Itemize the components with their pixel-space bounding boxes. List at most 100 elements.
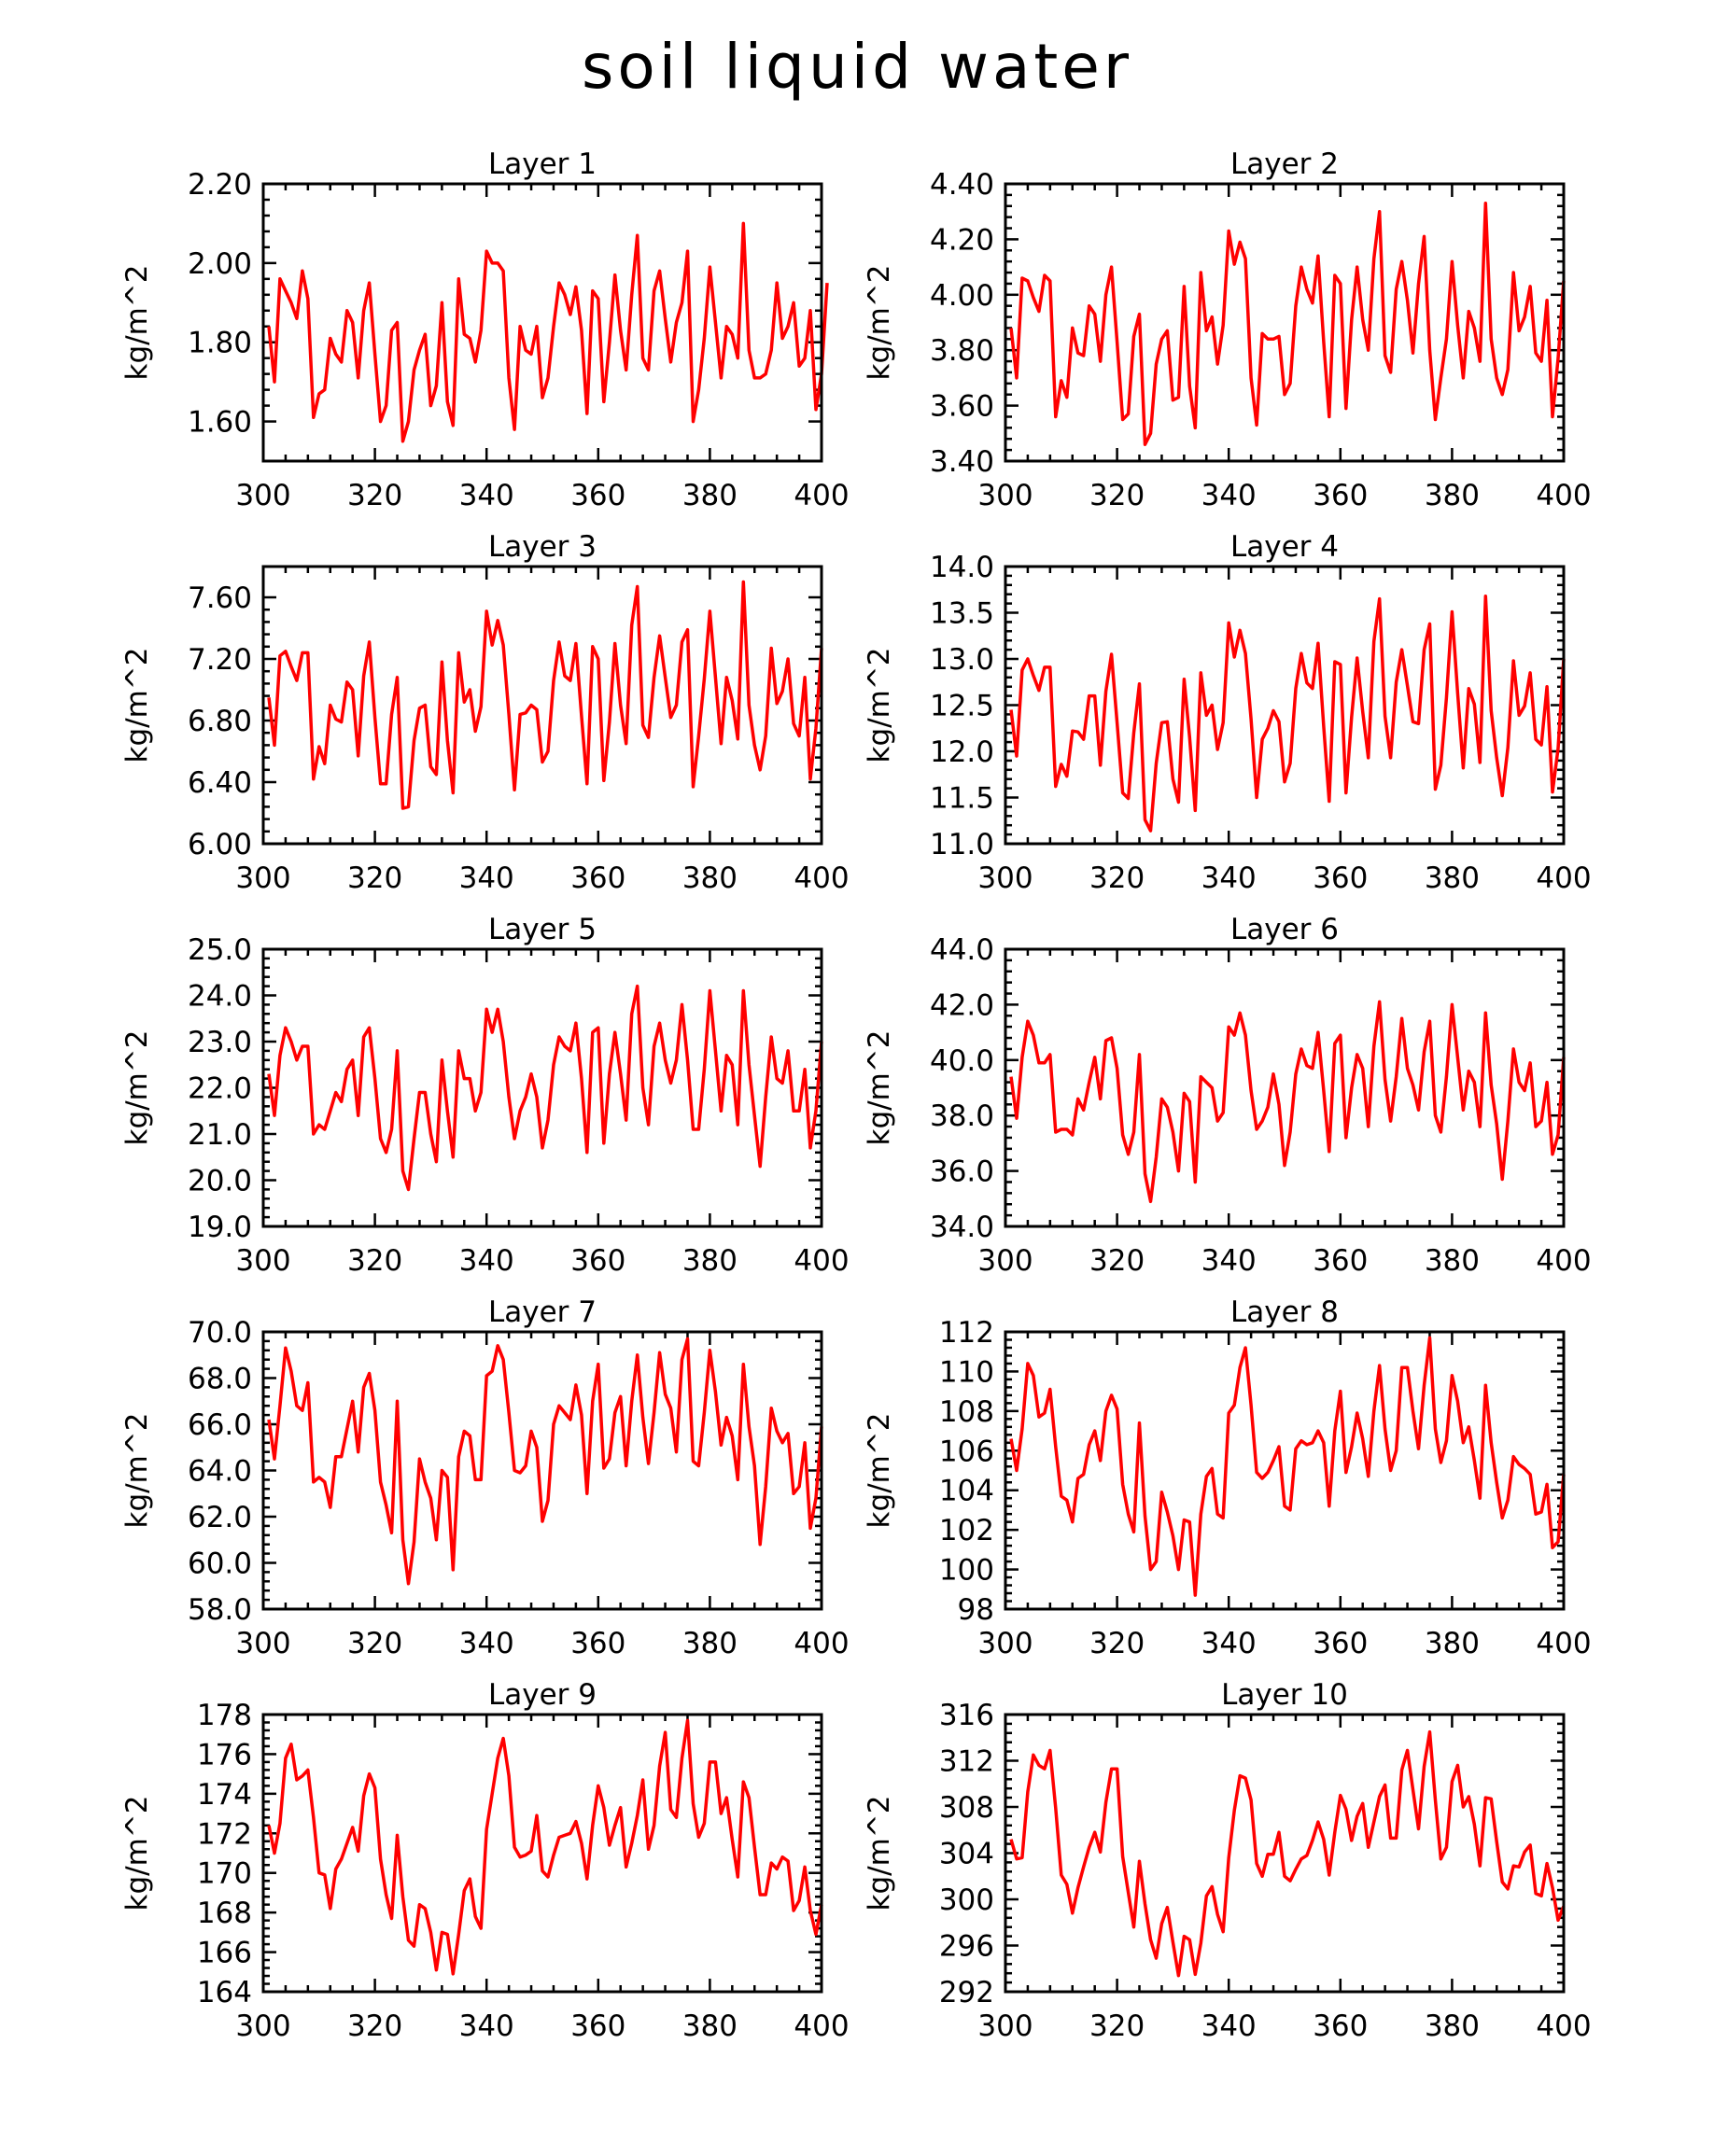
series-line — [267, 1337, 823, 1586]
x-tick-label: 400 — [794, 479, 849, 512]
y-axis-label: kg/m^2 — [120, 1796, 154, 1911]
y-tick-label: 2.00 — [188, 247, 252, 281]
y-tick-label: 3.40 — [930, 445, 994, 479]
x-tick-label: 400 — [1536, 1244, 1591, 1278]
y-tick-label: 12.5 — [930, 690, 994, 723]
y-tick-label: 64.0 — [188, 1455, 252, 1489]
y-tick-label: 6.80 — [188, 705, 252, 738]
y-tick-label: 23.0 — [188, 1026, 252, 1059]
y-tick-label: 13.0 — [930, 643, 994, 677]
x-tick-label: 300 — [235, 2009, 290, 2043]
x-tick-label: 360 — [570, 479, 625, 512]
y-tick-label: 6.00 — [188, 828, 252, 861]
y-tick-label: 104 — [939, 1475, 994, 1508]
plot-frame — [1004, 1713, 1566, 1994]
panels: Layer 1 kg/m^2 300 320 340 360 380 400 1.60 1.80 2… — [120, 147, 1592, 2043]
series-line — [267, 580, 823, 810]
y-axis-label: kg/m^2 — [120, 1030, 154, 1146]
y-tick-label: 62.0 — [188, 1501, 252, 1534]
y-tick-label: 60.0 — [188, 1547, 252, 1581]
y-axis-label: kg/m^2 — [863, 1413, 896, 1529]
x-tick-label: 380 — [1425, 1244, 1480, 1278]
y-tick-label: 38.0 — [930, 1099, 994, 1133]
y-tick-label: 66.0 — [188, 1408, 252, 1442]
x-tick-label: 380 — [682, 2009, 738, 2043]
chart-panel-9: Layer 9 kg/m^2 300 320 340 360 380 400 164 166 168… — [120, 1678, 850, 2043]
x-tick-label: 340 — [1201, 2009, 1257, 2043]
x-tick-label: 360 — [570, 861, 625, 895]
x-tick-label: 380 — [1425, 861, 1480, 895]
y-tick-label: 98 — [958, 1593, 994, 1627]
y-tick-label: 42.0 — [930, 988, 994, 1022]
series-line — [267, 984, 823, 1192]
y-tick-label: 170 — [197, 1857, 252, 1891]
x-tick-label: 300 — [977, 2009, 1033, 2043]
x-tick-label: 400 — [794, 1244, 849, 1278]
y-tick-label: 100 — [939, 1554, 994, 1588]
y-tick-label: 68.0 — [188, 1363, 252, 1396]
y-tick-label: 70.0 — [188, 1316, 252, 1350]
x-tick-label: 320 — [347, 1627, 402, 1660]
panel-title: Layer 3 — [488, 530, 597, 564]
x-tick-label: 320 — [347, 479, 402, 512]
y-tick-label: 304 — [939, 1838, 994, 1871]
chart-panel-6: Layer 6 kg/m^2 300 320 340 360 380 400 34.0 36.0 3… — [863, 913, 1592, 1278]
x-tick-label: 360 — [1313, 479, 1368, 512]
x-tick-label: 360 — [570, 2009, 625, 2043]
panel-title: Layer 7 — [488, 1295, 597, 1329]
y-tick-label: 11.0 — [930, 828, 994, 861]
x-tick-label: 300 — [235, 479, 290, 512]
x-tick-label: 400 — [794, 1627, 849, 1660]
panel-title: Layer 1 — [488, 147, 597, 181]
y-tick-label: 106 — [939, 1435, 994, 1468]
y-tick-label: 22.0 — [188, 1072, 252, 1106]
x-tick-label: 360 — [1313, 861, 1368, 895]
y-tick-label: 168 — [197, 1897, 252, 1930]
y-tick-label: 110 — [939, 1355, 994, 1389]
series-line — [1009, 1000, 1566, 1204]
x-tick-label: 320 — [347, 861, 402, 895]
x-tick-label: 400 — [1536, 1627, 1591, 1660]
x-tick-label: 300 — [977, 861, 1033, 895]
y-tick-label: 19.0 — [188, 1211, 252, 1244]
x-tick-label: 340 — [459, 479, 514, 512]
y-tick-label: 292 — [939, 1976, 994, 2009]
chart-panel-4: Layer 4 kg/m^2 300 320 340 360 380 400 11.0 11.5 1… — [863, 530, 1592, 895]
y-tick-label: 21.0 — [188, 1118, 252, 1152]
y-tick-label: 34.0 — [930, 1211, 994, 1244]
y-tick-label: 14.0 — [930, 551, 994, 584]
panel-title: Layer 9 — [488, 1678, 597, 1712]
chart-panel-7: Layer 7 kg/m^2 300 320 340 360 380 400 58.0 60.0 6… — [120, 1295, 850, 1660]
y-axis-label: kg/m^2 — [120, 648, 154, 763]
y-tick-label: 58.0 — [188, 1593, 252, 1627]
chart-panel-1: Layer 1 kg/m^2 300 320 340 360 380 400 1.60 1.80 2… — [120, 147, 850, 512]
y-tick-label: 7.20 — [188, 643, 252, 677]
y-tick-label: 300 — [939, 1883, 994, 1917]
y-tick-label: 312 — [939, 1745, 994, 1779]
series-line — [1009, 594, 1566, 833]
plot-frame — [1004, 1330, 1566, 1611]
plot-frame — [261, 182, 823, 463]
x-tick-label: 340 — [1201, 1244, 1257, 1278]
y-tick-label: 174 — [197, 1778, 252, 1812]
y-tick-label: 296 — [939, 1930, 994, 1964]
x-tick-label: 400 — [1536, 861, 1591, 895]
x-tick-label: 320 — [347, 1244, 402, 1278]
x-tick-label: 380 — [682, 1244, 738, 1278]
y-tick-label: 108 — [939, 1395, 994, 1429]
series-line — [1009, 1336, 1566, 1597]
chart-panel-5: Layer 5 kg/m^2 300 320 340 360 380 400 19.0 20.0 2… — [120, 913, 850, 1278]
chart-panel-10: Layer 10 kg/m^2 300 320 340 360 380 400 292 296 30… — [863, 1678, 1592, 2043]
y-axis-label: kg/m^2 — [120, 265, 154, 381]
y-tick-label: 6.40 — [188, 766, 252, 800]
x-tick-label: 340 — [459, 1244, 514, 1278]
x-tick-label: 340 — [1201, 861, 1257, 895]
y-tick-label: 13.5 — [930, 597, 994, 631]
y-tick-label: 40.0 — [930, 1044, 994, 1078]
y-axis-label: kg/m^2 — [120, 1413, 154, 1529]
y-tick-label: 11.5 — [930, 782, 994, 816]
y-tick-label: 112 — [939, 1316, 994, 1350]
y-tick-label: 25.0 — [188, 933, 252, 967]
x-tick-label: 400 — [1536, 2009, 1591, 2043]
